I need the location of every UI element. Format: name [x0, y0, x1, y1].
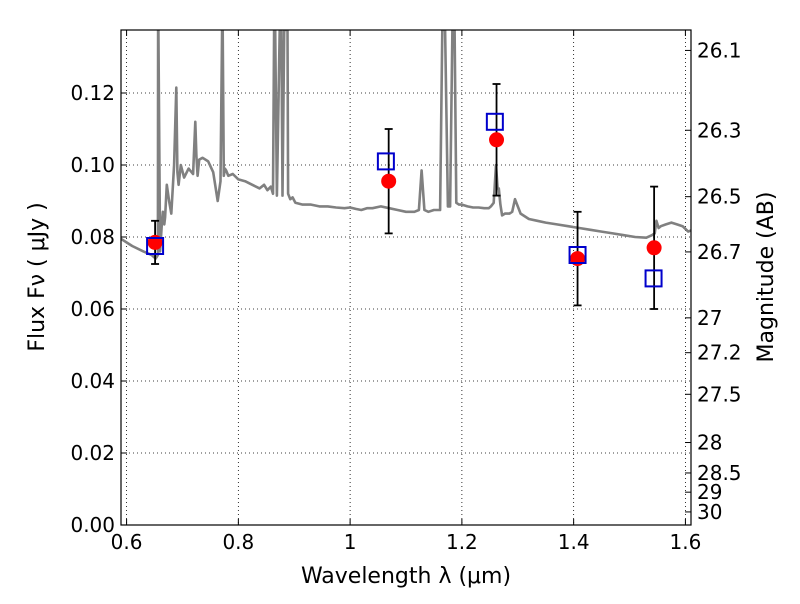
model-flux-point: [568, 246, 587, 264]
x-tick-label: 1.6: [670, 530, 702, 554]
right-axis-tick-label: 26.1: [697, 38, 742, 62]
model-flux-point: [146, 237, 165, 255]
right-axis-tick-label: 26.7: [697, 240, 742, 264]
right-axis-tick-label: 29: [697, 480, 722, 504]
y-tick-label: 0.10: [70, 153, 115, 177]
y-axis-label: Flux Fν ( μJy ): [25, 202, 50, 351]
right-axis-tick-label: 28.5: [697, 461, 742, 485]
x-tick-label: 1.2: [446, 530, 478, 554]
right-axis-tick-label: 27.5: [697, 382, 742, 406]
y-tick-label: 0.06: [70, 297, 115, 321]
sed-template-line: [121, 30, 691, 260]
right-axis-tick-label: 27: [697, 306, 722, 330]
observed-flux-point: [381, 173, 397, 189]
observed-flux-point: [646, 240, 662, 256]
plot-frame: [120, 29, 692, 526]
observed-flux-point: [489, 132, 505, 148]
y-tick-label: 0.08: [70, 225, 115, 249]
x-tick-label: 0.6: [111, 530, 143, 554]
series-layer: [121, 30, 691, 310]
y-tick-label: 0.00: [70, 513, 115, 537]
right-axis-tick-label: 27.2: [697, 341, 742, 365]
y-tick-label: 0.12: [70, 81, 115, 105]
y-tick-label: 0.02: [70, 441, 115, 465]
x-tick-label: 0.8: [222, 530, 254, 554]
right-axis-tick-label: 26.3: [697, 118, 742, 142]
y-tick-label: 0.04: [70, 369, 115, 393]
axes-layer: 0.6 0.8 1 1.2 1.4 1.6 0.00 0.02 0.04 0.06 0.08 0.10…: [70, 30, 742, 554]
model-flux-point: [644, 269, 663, 288]
right-axis-tick-label: 26.5: [697, 185, 742, 209]
right-axis-tick-label: 28: [697, 431, 722, 455]
x-axis-label: Wavelength λ (μm): [301, 564, 511, 589]
model-flux-point: [376, 152, 395, 171]
plot-background: [121, 30, 691, 525]
right-axis-label: Magnitude (AB): [754, 192, 779, 363]
x-tick-label: 1: [344, 530, 357, 554]
x-tick-label: 1.4: [558, 530, 590, 554]
model-flux-point: [485, 112, 504, 131]
right-axis-tick-label: 30: [697, 500, 722, 524]
